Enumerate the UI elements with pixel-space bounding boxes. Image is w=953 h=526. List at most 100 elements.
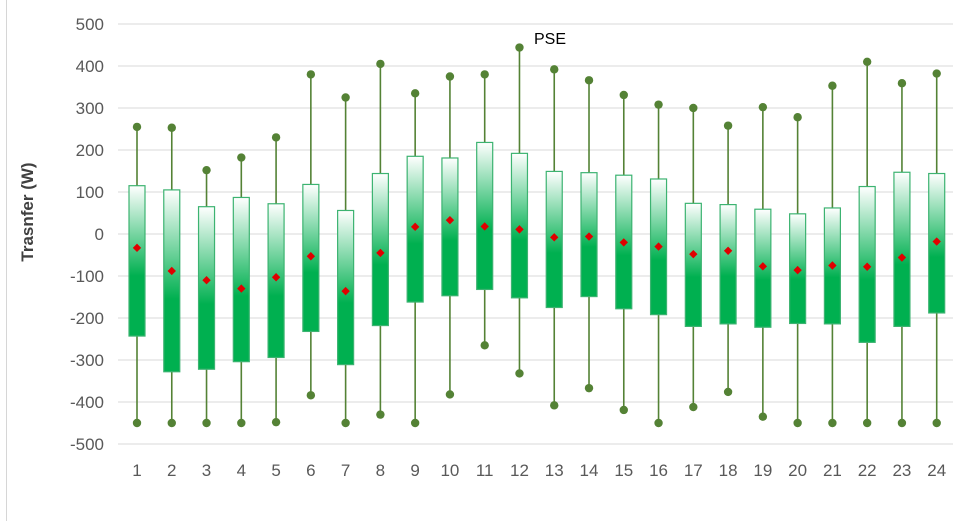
x-tick-label: 16 xyxy=(649,461,668,480)
min-point xyxy=(723,387,733,397)
max-point xyxy=(410,89,420,98)
mean-marker xyxy=(584,232,594,241)
mean-marker xyxy=(793,265,802,275)
max-point xyxy=(619,90,628,100)
x-tick-label: 5 xyxy=(271,461,280,480)
x-tick-label: 24 xyxy=(927,461,946,480)
y-tick-label: 100 xyxy=(76,183,104,202)
max-point xyxy=(654,100,663,109)
min-point xyxy=(862,418,872,428)
box-body xyxy=(684,202,702,327)
mean-marker xyxy=(550,233,559,242)
max-point xyxy=(828,81,837,90)
max-point xyxy=(932,69,941,78)
x-tick-label: 8 xyxy=(376,461,385,480)
max-point xyxy=(480,70,489,79)
min-point xyxy=(515,369,524,378)
box-4 xyxy=(232,153,250,428)
box-9 xyxy=(406,89,424,428)
max-point xyxy=(167,123,176,132)
mean-marker xyxy=(619,238,628,247)
box-19 xyxy=(754,102,772,421)
frame-left-border xyxy=(6,0,7,521)
x-tick-label: 21 xyxy=(823,461,842,480)
mean-marker xyxy=(341,286,350,296)
x-tick-label: 2 xyxy=(167,461,176,480)
mean-marker xyxy=(758,262,768,271)
mean-marker xyxy=(654,242,663,251)
min-point xyxy=(202,418,211,428)
box-15 xyxy=(615,90,633,415)
box-14 xyxy=(580,76,598,393)
max-point xyxy=(793,113,802,122)
min-point xyxy=(376,410,385,419)
max-point xyxy=(376,59,385,69)
box-8 xyxy=(371,59,389,419)
x-tick-label: 9 xyxy=(410,461,419,480)
mean-marker xyxy=(480,222,489,231)
x-axis-ticks: 1 2 3 4 5 6 7 8 9 10 11 12 13 14 15 16 17 18 19 20 21 22 23 24 xyxy=(132,461,946,480)
y-tick-label: 200 xyxy=(76,141,104,160)
mean-marker xyxy=(689,249,698,259)
max-point xyxy=(584,76,594,85)
max-point xyxy=(237,153,246,162)
box-20 xyxy=(789,113,807,428)
min-point xyxy=(793,418,802,428)
x-tick-label: 6 xyxy=(306,461,315,480)
mean-marker xyxy=(237,284,246,293)
y-tick-label: 0 xyxy=(95,225,104,244)
y-tick-label: 300 xyxy=(76,99,104,118)
min-point xyxy=(654,418,663,428)
min-point xyxy=(271,417,281,427)
max-point xyxy=(897,79,907,88)
box-11 xyxy=(476,70,494,350)
x-tick-label: 20 xyxy=(788,461,807,480)
mean-marker xyxy=(862,262,872,271)
mean-marker xyxy=(897,253,907,262)
y-tick-label: -200 xyxy=(70,309,104,328)
x-tick-label: 1 xyxy=(132,461,141,480)
min-point xyxy=(932,418,941,428)
box-16 xyxy=(649,100,668,428)
y-tick-label: 400 xyxy=(76,57,104,76)
x-tick-label: 19 xyxy=(753,461,772,480)
max-point xyxy=(132,122,142,132)
x-tick-label: 7 xyxy=(341,461,350,480)
mean-marker xyxy=(271,273,281,282)
x-tick-label: 14 xyxy=(580,461,599,480)
y-tick-label: -100 xyxy=(70,267,104,286)
y-tick-label: -400 xyxy=(70,393,104,412)
x-tick-label: 12 xyxy=(510,461,529,480)
box-12 xyxy=(510,43,529,378)
min-point xyxy=(306,391,316,400)
min-point xyxy=(758,412,768,421)
min-point xyxy=(550,401,559,410)
max-point xyxy=(306,70,316,79)
gridlines xyxy=(118,23,953,445)
min-point xyxy=(897,418,907,428)
max-point xyxy=(202,165,211,175)
y-axis-ticks: 500 400 300 200 100 0 -100 -200 -300 -400 -500 xyxy=(70,15,104,454)
mean-marker xyxy=(306,252,316,261)
mean-marker xyxy=(376,248,385,258)
box-5 xyxy=(267,133,285,427)
x-tick-label: 18 xyxy=(719,461,738,480)
max-point xyxy=(689,103,698,113)
min-point xyxy=(237,418,246,428)
min-point xyxy=(132,418,142,428)
mean-marker xyxy=(723,246,733,255)
y-tick-label: -500 xyxy=(70,435,104,454)
max-point xyxy=(445,72,455,81)
x-tick-label: 4 xyxy=(237,461,246,480)
min-point xyxy=(689,402,698,412)
max-point xyxy=(862,57,872,66)
box-23 xyxy=(893,79,911,428)
min-point xyxy=(584,383,594,393)
box-body xyxy=(163,189,181,373)
x-tick-label: 11 xyxy=(476,461,494,480)
box-7 xyxy=(337,93,355,428)
mean-marker xyxy=(445,215,455,225)
max-point xyxy=(758,102,768,112)
